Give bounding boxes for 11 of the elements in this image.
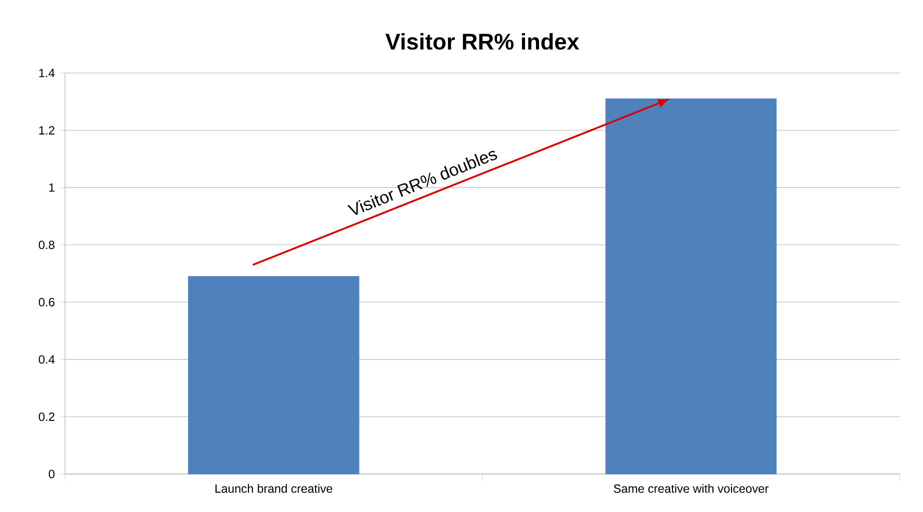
y-tick-label: 0.2 — [38, 412, 54, 421]
y-tick-label: 0.8 — [38, 240, 54, 250]
y-tick-label: 1.4 — [39, 68, 55, 78]
chart-title: Visitor RR% index — [385, 33, 580, 50]
x-tick-label: Same creative with voiceover — [614, 484, 769, 493]
y-tick-label: 1.2 — [39, 126, 54, 134]
y-tick-label: 1 — [49, 183, 54, 192]
y-tick-label: 0.6 — [38, 298, 54, 306]
x-tick-label: Launch brand creative — [215, 484, 332, 493]
y-tick-label: 0.4 — [38, 355, 55, 364]
y-tick-label: 0 — [48, 470, 55, 478]
